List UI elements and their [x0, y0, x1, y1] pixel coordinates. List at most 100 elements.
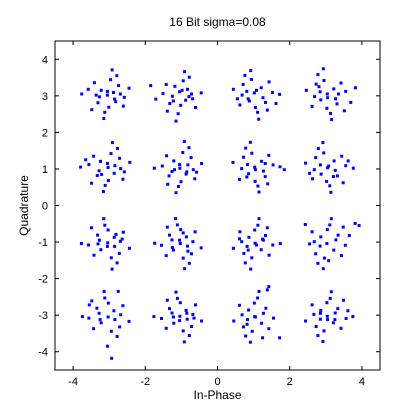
data-point [318, 244, 322, 248]
data-point [267, 80, 271, 84]
data-point [109, 256, 113, 260]
data-point [256, 296, 260, 300]
data-point [267, 153, 271, 157]
data-point [313, 95, 317, 99]
y-tick-label: -3 [38, 310, 48, 322]
data-point [187, 334, 191, 338]
data-point [319, 98, 323, 102]
plot-area [55, 41, 380, 370]
data-point [122, 95, 126, 99]
data-point [326, 318, 330, 322]
data-point [181, 231, 185, 235]
data-point [311, 177, 314, 181]
data-point [178, 238, 182, 242]
data-point [181, 329, 185, 333]
data-point [278, 242, 282, 245]
x-tick-label: -4 [68, 376, 78, 388]
data-point [342, 109, 346, 113]
data-point [349, 100, 353, 104]
data-point [199, 246, 203, 250]
data-point [179, 103, 183, 107]
data-point [103, 296, 107, 300]
data-point [314, 325, 318, 328]
data-point [247, 172, 251, 176]
data-point [112, 171, 116, 175]
data-point [343, 243, 347, 247]
data-point [243, 261, 247, 265]
data-point [282, 168, 286, 172]
data-point [170, 94, 174, 98]
data-point [351, 166, 355, 170]
data-point [120, 237, 124, 241]
data-point [185, 317, 189, 321]
data-point [253, 106, 257, 109]
data-point [121, 230, 125, 234]
data-point [113, 318, 117, 322]
data-point [264, 234, 267, 237]
data-point [333, 168, 337, 172]
data-point [238, 237, 241, 241]
data-point [95, 306, 99, 310]
data-point [321, 67, 325, 71]
data-point [245, 244, 249, 248]
data-point [105, 89, 109, 93]
data-point [174, 290, 178, 294]
data-point [181, 151, 185, 154]
data-point [246, 248, 250, 252]
data-point [257, 190, 261, 194]
data-point [167, 174, 171, 178]
data-point [248, 140, 252, 144]
data-point [165, 225, 169, 229]
data-point [304, 319, 308, 323]
data-point [97, 311, 101, 315]
data-point [102, 217, 106, 221]
data-point [253, 315, 257, 319]
data-point [245, 89, 249, 93]
data-point [118, 239, 122, 243]
data-point [310, 303, 314, 307]
data-point [119, 313, 123, 317]
data-point [325, 228, 329, 232]
data-point [266, 182, 270, 186]
data-point [90, 226, 93, 230]
data-point [256, 110, 260, 114]
data-point [181, 79, 185, 83]
data-point [194, 303, 197, 307]
data-point [182, 140, 186, 143]
data-point [242, 251, 246, 255]
data-point [116, 147, 119, 150]
data-point [331, 321, 335, 325]
data-point [190, 252, 193, 256]
data-point [178, 314, 182, 318]
data-point [190, 92, 193, 96]
data-point [92, 154, 96, 158]
data-point [249, 77, 253, 81]
data-point [250, 329, 254, 333]
data-point [335, 174, 339, 178]
data-point [110, 356, 114, 360]
data-point [105, 162, 109, 165]
data-point [102, 289, 106, 293]
data-point [182, 340, 186, 344]
data-point [96, 233, 100, 237]
data-point [231, 87, 235, 91]
data-point [261, 237, 265, 241]
data-point [319, 235, 323, 239]
data-point [316, 334, 320, 338]
data-point [80, 92, 84, 96]
data-point [325, 242, 329, 245]
data-point [178, 163, 182, 167]
data-point [115, 334, 119, 338]
data-point [339, 254, 343, 258]
data-point [165, 298, 169, 302]
data-point [259, 86, 263, 90]
data-point [265, 108, 269, 112]
data-point [257, 217, 261, 221]
data-point [316, 147, 320, 150]
x-tick-label: -2 [140, 376, 150, 388]
data-point [106, 166, 110, 169]
data-point [318, 163, 322, 167]
data-point [86, 87, 90, 91]
data-point [153, 241, 157, 245]
data-point [321, 267, 325, 271]
